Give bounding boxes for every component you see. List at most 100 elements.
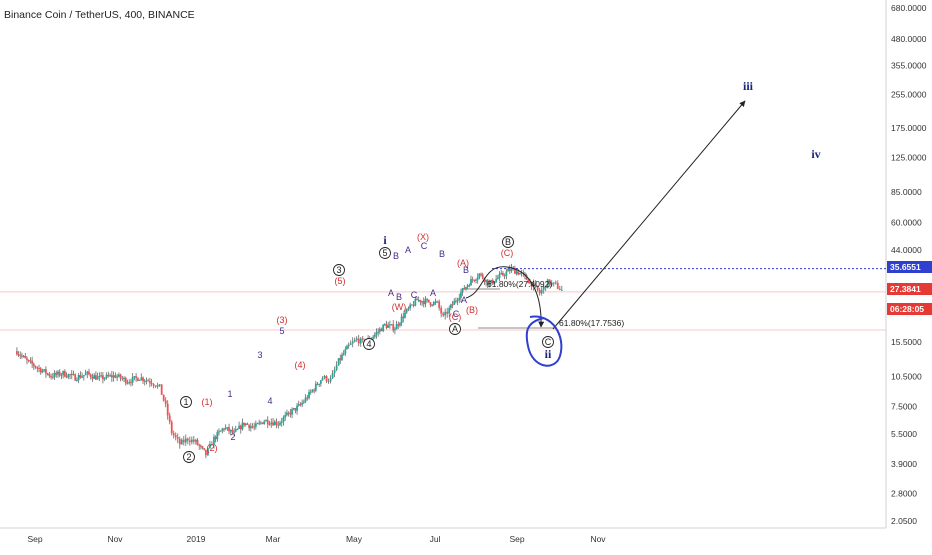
candle-body: [329, 378, 332, 382]
candle-body: [532, 283, 535, 287]
candle-body: [29, 360, 32, 362]
candle-body: [316, 383, 319, 385]
candle-body: [176, 437, 179, 439]
price-tag-label: 35.6551: [890, 262, 921, 272]
candle-body: [335, 365, 338, 370]
candle-body: [554, 282, 557, 284]
candle-body: [383, 324, 386, 326]
candle-body: [291, 409, 293, 415]
candle-body: [43, 369, 46, 371]
y-tick-label: 2.0500: [891, 516, 917, 526]
candle-body: [390, 324, 393, 326]
candle-body: [385, 324, 388, 328]
candle-body: [289, 412, 292, 415]
candle-body: [473, 279, 476, 281]
candle-body: [483, 278, 486, 283]
candle-body: [160, 384, 163, 395]
wave-label-purple: A: [430, 288, 436, 298]
candle-body: [421, 301, 423, 303]
candle-body: [79, 375, 82, 378]
candle-body: [466, 285, 469, 288]
candle-body: [323, 376, 326, 379]
candle-body: [253, 426, 256, 428]
candle-body: [373, 334, 376, 337]
candle-body: [216, 432, 219, 440]
candle-body: [147, 380, 150, 382]
candle-body: [16, 351, 18, 355]
candle-body: [27, 360, 30, 362]
candle-body: [84, 373, 87, 376]
wave-label-circled: 5: [382, 248, 387, 258]
candle-body: [254, 423, 257, 427]
candle-body: [495, 279, 498, 283]
candle-body: [434, 301, 437, 303]
candle-body: [458, 297, 461, 301]
candle-body: [21, 355, 23, 357]
candle-body: [170, 421, 173, 434]
candle-body: [349, 343, 352, 345]
candle-body: [456, 300, 459, 302]
candle-body: [327, 381, 330, 383]
candle-body: [311, 389, 314, 392]
candle-body: [229, 429, 232, 432]
candle-body: [519, 273, 521, 275]
candle-body: [468, 285, 471, 287]
candle-body: [162, 394, 165, 401]
candle-body: [158, 384, 161, 386]
candle-body: [36, 367, 39, 369]
candle-body: [301, 402, 304, 405]
candle-body: [491, 279, 494, 284]
candle-body: [313, 389, 316, 391]
wave-label-purple: A: [388, 288, 394, 298]
x-tick-label: Sep: [27, 534, 42, 544]
candle-body: [556, 283, 559, 289]
candle-body: [306, 397, 309, 399]
candle-body: [542, 286, 545, 290]
wave-label-purple: B: [439, 249, 445, 259]
candle-body: [353, 340, 356, 342]
candle-body: [394, 329, 396, 331]
candle-body: [244, 423, 247, 426]
candle-body: [249, 426, 252, 429]
candle-body: [192, 439, 195, 442]
candle-body: [438, 301, 441, 308]
candle-body: [67, 374, 70, 378]
candle-body: [88, 371, 90, 375]
price-tag-bg: [887, 303, 932, 315]
candle-body: [409, 304, 412, 309]
wave-label-red: (C): [501, 248, 514, 258]
candle-body: [395, 324, 398, 330]
wave-label-blue: iv: [811, 147, 820, 161]
candle-body: [325, 376, 328, 382]
candle-body: [392, 324, 395, 331]
wave-label-circled-ring: [180, 396, 192, 408]
candle-body: [50, 376, 52, 378]
wave-label-purple: B: [393, 251, 399, 261]
y-tick-label: 2.8000: [891, 488, 917, 498]
candle-body: [107, 374, 110, 377]
candle-body: [119, 374, 122, 379]
candle-body: [69, 374, 71, 376]
candle-body: [199, 445, 202, 447]
candle-body: [110, 375, 113, 378]
candle-body: [233, 431, 235, 433]
candle-body: [402, 316, 405, 318]
candle-body: [46, 373, 49, 375]
candle-body: [96, 376, 99, 380]
candle-body: [51, 376, 54, 378]
candle-body: [463, 288, 466, 290]
candle-body: [182, 439, 185, 443]
wave-label-purple: 5: [279, 326, 284, 336]
candle-body: [548, 279, 551, 285]
candle-body: [251, 426, 254, 428]
wave-label-purple: B: [396, 292, 402, 302]
candle-body: [268, 424, 271, 426]
candle-body: [76, 380, 78, 382]
wave-label-purple: 2: [230, 432, 235, 442]
candle-body: [387, 325, 390, 328]
wave-label-purple: A: [405, 245, 411, 255]
candle-body: [399, 323, 401, 326]
wave-label-circled-ring: [183, 451, 195, 463]
y-tick-label: 60.0000: [891, 218, 922, 228]
candle-body: [475, 279, 477, 281]
